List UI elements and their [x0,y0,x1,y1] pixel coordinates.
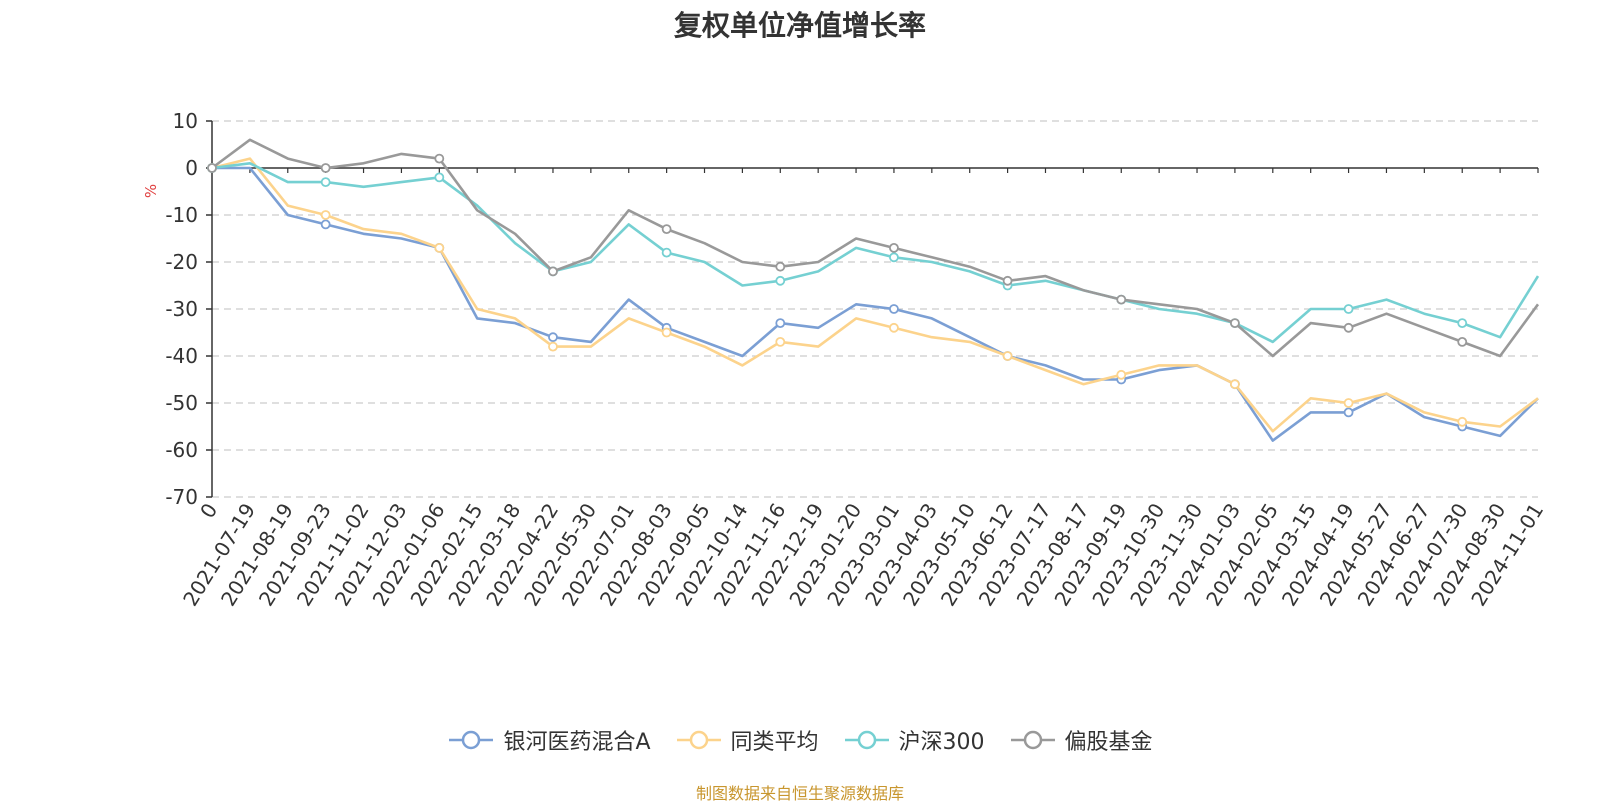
series-2-point [1230,379,1240,390]
legend-label: 偏股基金 [1064,730,1153,755]
y-tick-label: -60 [165,438,198,462]
series-4-point [1457,336,1468,347]
series-4-point [548,266,558,277]
series-3-point [320,177,331,188]
series-3-point [434,172,445,183]
y-tick-label: 0 [185,156,198,180]
series-line-2 [211,157,1539,433]
data-source-note: 制图数据来自恒生聚源数据库 [695,784,904,803]
y-tick-label: -50 [165,391,198,415]
series-2-point [775,336,786,347]
series-1-point [1343,407,1354,418]
series-1-point [320,219,331,230]
chart-title: 复权单位净值增长率 [673,9,926,42]
series-4-point [320,163,331,173]
legend-item-3[interactable]: 沪深300 [843,724,985,756]
series-2-point [434,242,445,253]
series-2-point [548,341,558,352]
series-2-point [320,210,331,220]
series-1-point [889,304,899,314]
series-4-point [207,163,217,173]
y-tick-label: -10 [165,203,198,227]
legend-swatch-icon [676,730,721,750]
y-tick-label: -70 [165,485,198,509]
y-tick-label: -40 [165,344,198,368]
series-2-point [1002,351,1013,361]
series-line-1 [212,166,1539,442]
legend-item-1[interactable]: 银河医药混合A [447,724,651,756]
series-4-point [661,224,672,235]
series-4-point [889,242,899,253]
series-1-point [775,318,786,329]
series-2-point [661,327,672,338]
series-3-point [889,252,899,263]
series-2-point [889,322,899,333]
legend-label: 银河医药混合A [503,730,651,755]
series-4-point [1230,318,1240,329]
y-tick-label: 10 [173,109,198,133]
legend-swatch-icon [449,730,494,750]
series-line-4 [211,138,1540,358]
legend-label: 同类平均 [730,730,819,755]
series-line-3 [211,162,1540,344]
legend-item-2[interactable]: 同类平均 [675,724,819,756]
series-3-point [775,275,786,286]
x-tick-label: 0 [195,499,222,523]
series-3-point [661,247,672,258]
series-4-point [434,153,445,164]
series-4-point [1116,294,1127,305]
series-3-point [1343,304,1354,314]
legend-item-4[interactable]: 偏股基金 [1009,724,1153,756]
chart-legend: 银河医药混合A 同类平均 沪深300 偏股基金 [0,724,1600,756]
series-3-point [1457,318,1468,329]
y-axis-label: % [142,184,160,198]
series-2-point [1457,416,1468,427]
legend-swatch-icon [844,730,889,750]
series-4-point [1002,275,1013,286]
series-4-point [1343,322,1354,333]
series-4-point [775,261,786,272]
series-2-point [1343,398,1354,408]
y-tick-label: -30 [165,297,198,321]
series-1-point [548,332,558,343]
legend-label: 沪深300 [898,730,985,755]
y-tick-label: -20 [165,250,198,274]
legend-swatch-icon [1010,730,1055,750]
series-2-point [1116,369,1127,380]
